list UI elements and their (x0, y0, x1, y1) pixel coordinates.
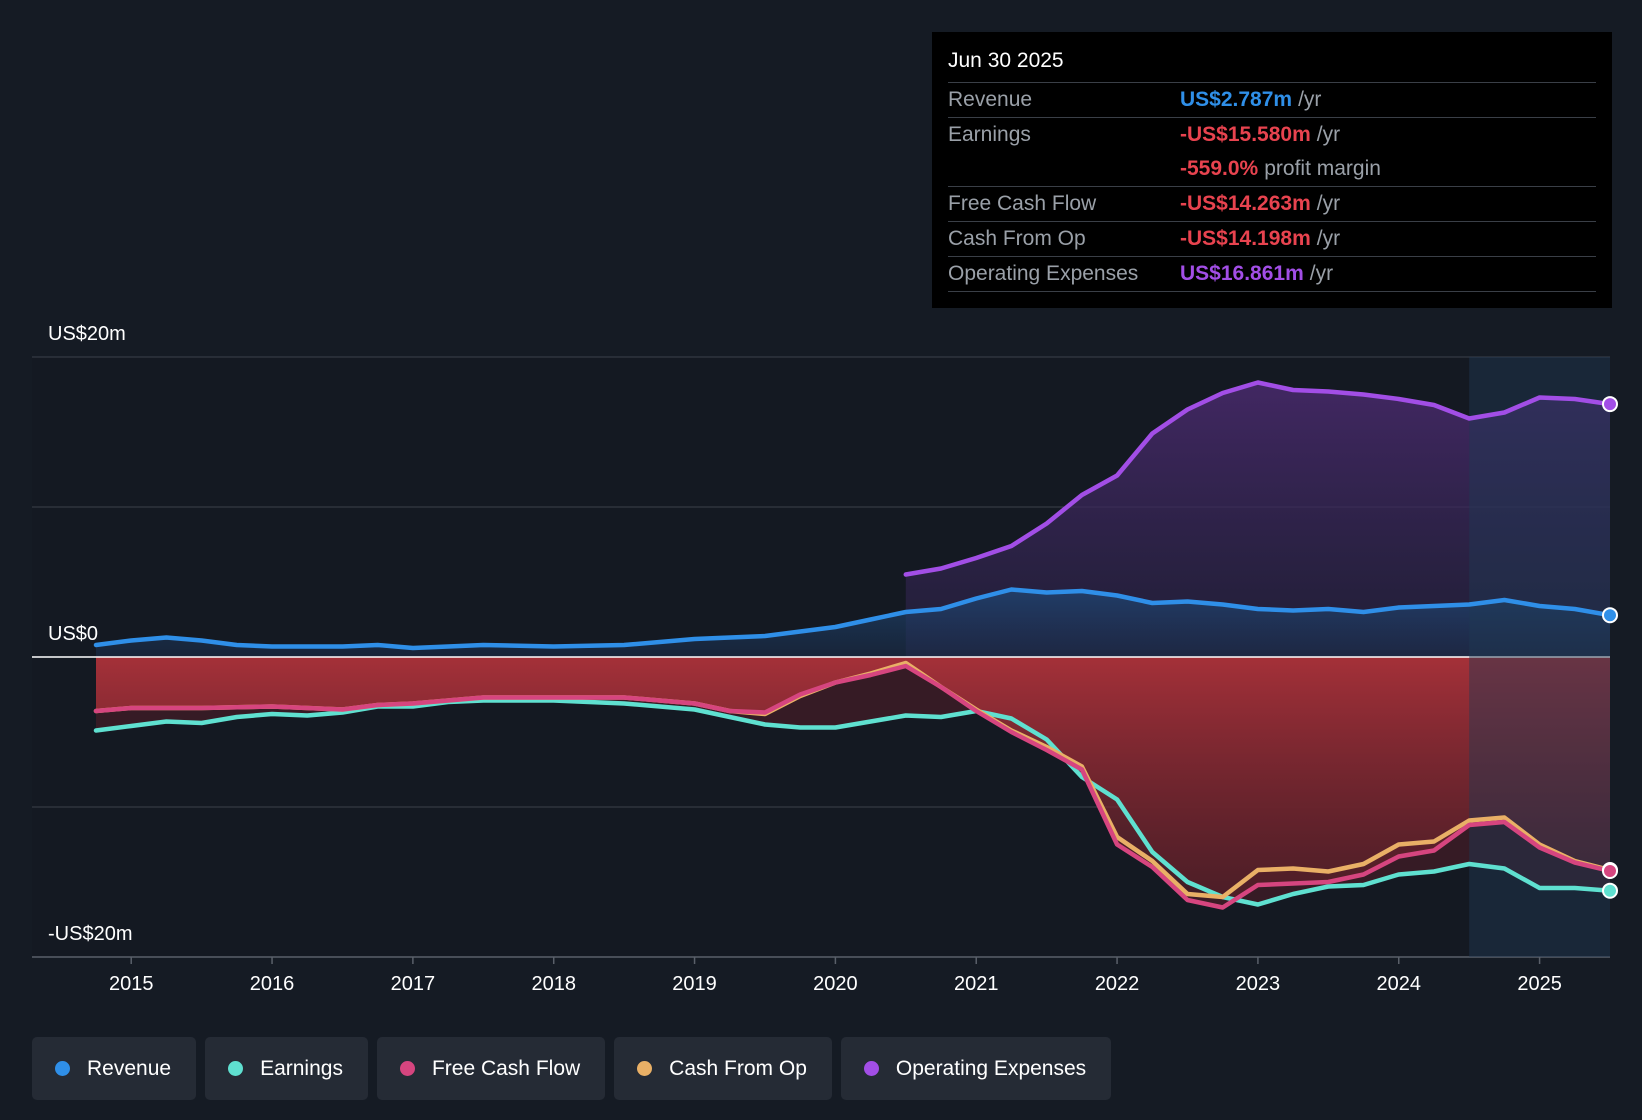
x-tick-label: 2017 (391, 973, 436, 995)
fcf-area (96, 657, 1610, 908)
tooltip-date: Jun 30 2025 (948, 49, 1064, 72)
fcf-dot-icon (399, 1061, 415, 1076)
legend-cash-from-op[interactable]: Cash From Op (614, 1037, 832, 1100)
revenue-endpoint (1602, 607, 1618, 624)
tooltip-label: Revenue (948, 88, 1033, 111)
y-label-zero: US$0 (48, 623, 98, 645)
y-label-top: US$20m (48, 323, 126, 345)
legend-free-cash-flow[interactable]: Free Cash Flow (376, 1037, 606, 1100)
earnings-dot-icon (228, 1061, 244, 1076)
series-lines (93, 380, 1613, 910)
legend-label: Cash From Op (669, 1056, 807, 1080)
tooltip-unit: profit margin (1264, 157, 1381, 180)
gridlines (32, 356, 1610, 958)
tooltip-fcf: Free Cash Flow -US$14.263m /yr (948, 186, 1596, 221)
forecast-region (1469, 357, 1610, 957)
x-tick-label: 2023 (1236, 973, 1281, 995)
tooltip-value: -US$14.198m (1180, 227, 1311, 250)
tooltip-value: -US$15.580m (1180, 123, 1311, 146)
tooltip-label: Earnings (948, 123, 1031, 146)
fcf-endpoint (1602, 862, 1618, 879)
x-tick-label: 2025 (1517, 973, 1562, 995)
tooltip-margin: -559.0% profit margin (948, 152, 1596, 186)
revenue-line (93, 587, 1613, 651)
tooltip-unit: /yr (1316, 227, 1341, 250)
cfo-dot-icon (637, 1061, 653, 1076)
revenue-dot-icon (55, 1061, 70, 1076)
x-tick-label: 2018 (531, 973, 576, 995)
tooltip-label: Free Cash Flow (948, 192, 1097, 215)
tooltip-value: US$16.861m (1180, 262, 1304, 285)
fcf-line (93, 663, 1613, 910)
opex-line (903, 380, 1613, 577)
tooltip-unit: /yr (1298, 88, 1322, 111)
tooltip-value: US$2.787m (1180, 88, 1293, 111)
x-tick-label: 2015 (109, 973, 154, 995)
opex-dot-icon (863, 1061, 879, 1076)
legend: Revenue Earnings Free Cash Flow Cash Fro… (32, 1037, 1112, 1100)
x-tick-label: 2019 (672, 973, 717, 995)
legend-label: Earnings (260, 1056, 343, 1080)
tooltip-earnings: Earnings -US$15.580m /yr (948, 117, 1596, 152)
x-tick-label: 2021 (954, 973, 999, 995)
legend-operating-expenses[interactable]: Operating Expenses (840, 1037, 1112, 1100)
x-axis: 2015 2016 2017 2018 2019 2020 2021 2022 2023 2024… (109, 957, 1562, 995)
x-tick-label: 2020 (813, 973, 858, 995)
legend-earnings[interactable]: Earnings (205, 1037, 368, 1100)
tooltip-value: -US$14.263m (1180, 192, 1311, 215)
legend-revenue[interactable]: Revenue (32, 1037, 197, 1100)
tooltip-revenue: Revenue US$2.787m /yr (948, 82, 1596, 117)
x-tick-label: 2022 (1095, 973, 1140, 995)
y-label-bottom: -US$20m (48, 923, 132, 945)
tooltip-cfo: Cash From Op -US$14.198m /yr (948, 221, 1596, 256)
tooltip-opex: Operating Expenses US$16.861m /yr (948, 256, 1596, 292)
tooltip: Jun 30 2025 Revenue US$2.787m /yr Earnin… (932, 32, 1612, 308)
tooltip-value: -559.0% (1180, 157, 1259, 180)
legend-label: Operating Expenses (895, 1056, 1087, 1080)
opex-area (905, 382, 1610, 657)
tooltip-label: Cash From Op (948, 227, 1086, 250)
x-tick-label: 2016 (250, 973, 295, 995)
tooltip-label: Operating Expenses (948, 262, 1139, 285)
series-endpoints (1602, 396, 1618, 899)
tooltip-unit: /yr (1309, 262, 1334, 285)
legend-label: Free Cash Flow (431, 1056, 581, 1080)
earnings-line (93, 698, 1613, 907)
opex-endpoint (1602, 396, 1618, 413)
tooltip-unit: /yr (1316, 192, 1341, 215)
x-tick-label: 2024 (1376, 973, 1421, 995)
tooltip-unit: /yr (1316, 123, 1341, 146)
earnings-endpoint (1602, 882, 1618, 899)
legend-label: Revenue (87, 1056, 172, 1080)
